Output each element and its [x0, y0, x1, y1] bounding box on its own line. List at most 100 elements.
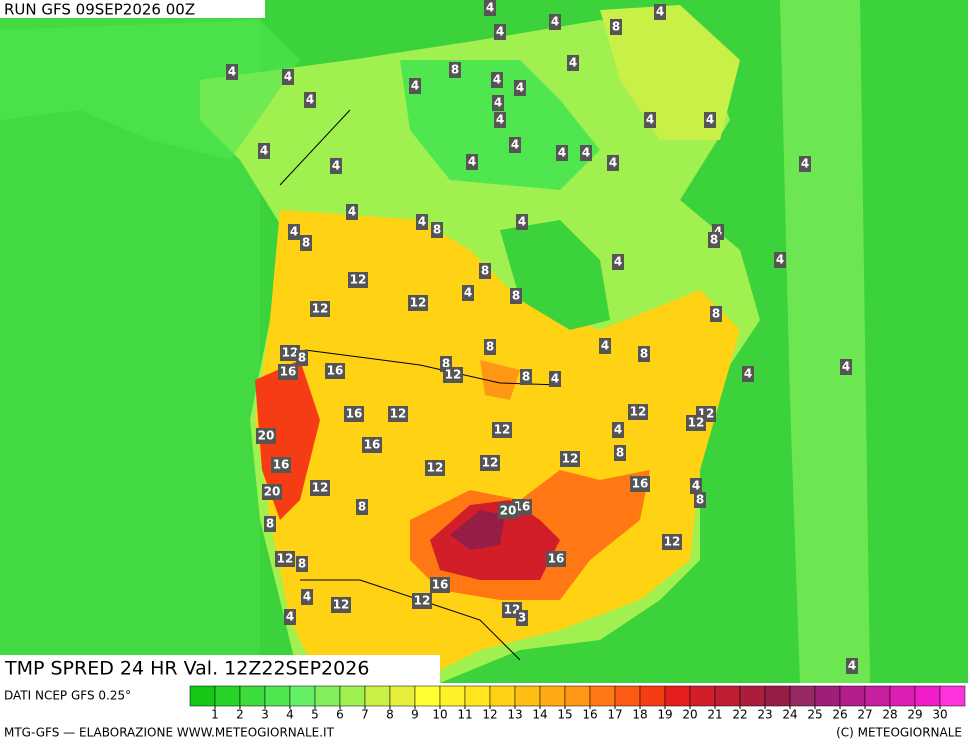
label-box — [296, 350, 308, 366]
contour-label: 4 — [494, 96, 502, 110]
colorbar-tick-label: 30 — [932, 708, 947, 722]
colorbar-swatch — [564, 685, 591, 707]
colorbar-tick-label: 15 — [557, 708, 572, 722]
label-box — [262, 484, 282, 500]
title-box — [0, 0, 265, 18]
run-title: RUN GFS 09SEP2026 00Z — [4, 1, 195, 19]
colorbar-swatch — [814, 685, 841, 707]
contour-label: 8 — [512, 289, 520, 303]
label-box — [362, 437, 382, 453]
label-box — [275, 551, 295, 567]
contour-label: 8 — [710, 233, 718, 247]
label-box — [282, 69, 294, 85]
label-box — [846, 658, 858, 674]
contour-label: 16 — [327, 364, 344, 378]
label-box — [310, 301, 330, 317]
label-box — [226, 64, 238, 80]
colorbar-tick-label: 28 — [882, 708, 897, 722]
contour-label: 4 — [609, 156, 617, 170]
label-box — [356, 499, 368, 515]
colorbar-tick-label: 3 — [261, 708, 269, 722]
footer-left: MTG-GFS — ELABORAZIONE WWW.METEOGIORNALE… — [4, 726, 335, 740]
label-box — [662, 534, 682, 550]
contour-label: 4 — [706, 113, 714, 127]
colorbar-swatch — [664, 685, 691, 707]
colorbar-swatch — [189, 685, 216, 707]
label-box — [556, 145, 568, 161]
label-box — [278, 364, 298, 380]
contour-label: 12 — [282, 346, 299, 360]
label-box — [612, 422, 624, 438]
contour-label: 4 — [418, 215, 426, 229]
label-box — [484, 339, 496, 355]
contour-label: 12 — [664, 535, 681, 549]
contour-label: 12 — [350, 273, 367, 287]
colorbar-swatch — [714, 685, 741, 707]
label-box — [479, 263, 491, 279]
label-box — [480, 455, 500, 471]
label-box — [599, 338, 611, 354]
colorbar-tick-label: 13 — [507, 708, 522, 722]
contour-label: 4 — [646, 113, 654, 127]
colorbar-swatch — [889, 685, 916, 707]
contour-label: 12 — [562, 452, 579, 466]
colorbar-tick-label: 26 — [832, 708, 847, 722]
contour-label: 8 — [612, 20, 620, 34]
contour-label: 12 — [333, 598, 350, 612]
colorbar-swatch — [639, 685, 666, 707]
label-box — [301, 589, 313, 605]
contour-label: 4 — [306, 93, 314, 107]
colorbar-tick-label: 1 — [211, 708, 219, 722]
label-box — [310, 480, 330, 496]
contour-label: 8 — [442, 357, 450, 371]
contour-label: 20 — [500, 504, 517, 518]
label-box — [694, 492, 706, 508]
label-box — [560, 451, 580, 467]
label-box — [498, 503, 518, 519]
colorbar-swatch — [264, 685, 291, 707]
colorbar-swatch — [414, 685, 441, 707]
colorbar-tick-label: 27 — [857, 708, 872, 722]
colorbar-tick-label: 4 — [286, 708, 294, 722]
contour-label: 12 — [427, 461, 444, 475]
contour-label: 4 — [486, 1, 494, 15]
contour-label: 4 — [228, 65, 236, 79]
contour-label: 4 — [614, 255, 622, 269]
contour-label: 8 — [481, 264, 489, 278]
contour-label: 4 — [569, 56, 577, 70]
label-box — [344, 406, 364, 422]
contour-label: 4 — [464, 286, 472, 300]
contour-label: 4 — [582, 146, 590, 160]
contour-label: 4 — [511, 138, 519, 152]
colorbar-swatch — [789, 685, 816, 707]
contour-label: 4 — [303, 590, 311, 604]
label-box — [567, 55, 579, 71]
label-box — [630, 476, 650, 492]
footer-right: (C) METEOGIORNALE — [836, 726, 962, 740]
contour-label: 4 — [551, 372, 559, 386]
contour-label: 16 — [273, 458, 290, 472]
contour-label: 8 — [712, 307, 720, 321]
label-box — [284, 609, 296, 625]
colorbar-swatch — [239, 685, 266, 707]
colorbar-swatch — [464, 685, 491, 707]
contour-label: 12 — [312, 302, 329, 316]
colorbar-tick-label: 23 — [757, 708, 772, 722]
label-box — [348, 272, 368, 288]
label-box — [466, 154, 478, 170]
label-box — [549, 14, 561, 30]
label-box — [628, 404, 648, 420]
label-box — [346, 204, 358, 220]
contour-label: 4 — [848, 659, 856, 673]
colorbar-swatch — [939, 685, 966, 707]
contour-label: 12 — [494, 423, 511, 437]
contour-label: 4 — [714, 225, 722, 239]
contour-label: 4 — [558, 146, 566, 160]
contour-label: 4 — [518, 215, 526, 229]
label-box — [614, 445, 626, 461]
colorbar-swatch — [389, 685, 416, 707]
contour-label: 4 — [516, 81, 524, 95]
label-box — [799, 156, 811, 172]
label-box — [546, 551, 566, 567]
contour-label: 4 — [348, 205, 356, 219]
